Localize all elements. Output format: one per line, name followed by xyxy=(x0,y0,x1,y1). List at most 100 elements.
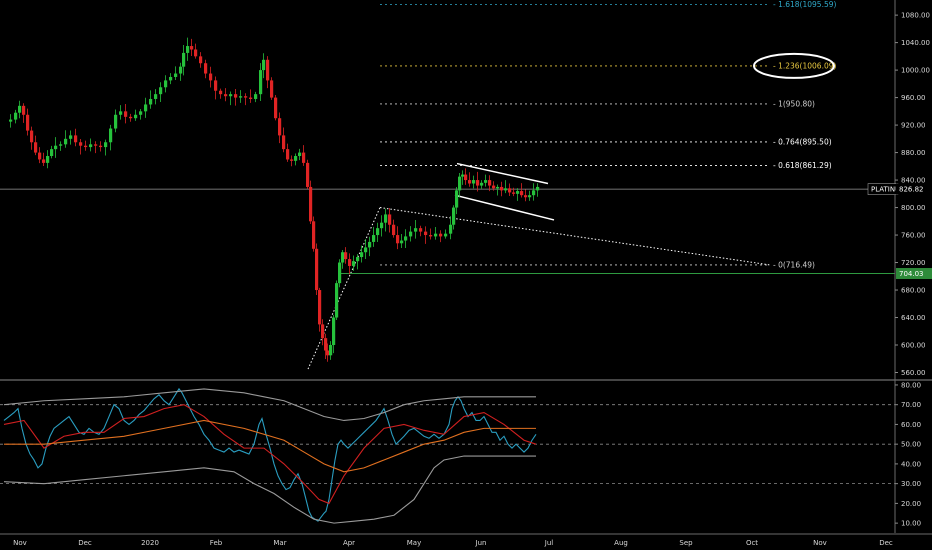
time-axis: Nov Dec 2020 Feb Mar Apr May Jun Jul Aug Sep Oct Nov… xyxy=(13,539,893,547)
price-tick-label: 680.00 xyxy=(901,287,926,295)
candle-body xyxy=(282,135,286,150)
fib-anchor-line xyxy=(307,207,381,370)
candle-body xyxy=(472,180,476,184)
candle-body xyxy=(536,186,540,191)
candle-body xyxy=(512,192,516,194)
candle-body xyxy=(114,114,118,129)
candle-body xyxy=(59,144,63,146)
candle-body xyxy=(464,174,468,181)
candle-body xyxy=(290,159,294,161)
fib-label: - 1.236(1006.09) xyxy=(773,61,837,70)
price-tick-label: 1000.00 xyxy=(901,67,930,75)
osc-tick-label: 30.00 xyxy=(901,480,921,488)
osc-series-line xyxy=(3,404,537,505)
symbol-tag-text: PLATINUM xyxy=(871,186,906,194)
candle-body xyxy=(209,73,213,81)
price-axis: 560.00 600.00 640.00 680.00 720.00 760.00 800.… xyxy=(867,0,932,533)
price-tick-label: 560.00 xyxy=(901,369,926,377)
time-label: Aug xyxy=(614,539,628,547)
candle-body xyxy=(286,149,290,160)
candle-body xyxy=(318,290,322,325)
candle-body xyxy=(298,152,302,157)
candle-body xyxy=(344,252,348,260)
price-tick-label: 880.00 xyxy=(901,149,926,157)
price-tick-label: 720.00 xyxy=(901,259,926,267)
candle-body xyxy=(461,174,465,177)
candle-body xyxy=(429,235,433,237)
candle-body xyxy=(194,49,198,57)
price-tick-label: 600.00 xyxy=(901,342,926,350)
candle-body xyxy=(348,259,352,266)
candle-body xyxy=(79,142,83,146)
candle-body xyxy=(149,98,153,105)
candle-body xyxy=(199,56,203,64)
grid xyxy=(0,379,932,535)
candle-body xyxy=(532,190,536,196)
candle-body xyxy=(364,247,368,253)
candle-body xyxy=(480,182,484,186)
candle-body xyxy=(42,159,46,163)
osc-tick-label: 70.00 xyxy=(901,401,921,409)
time-label: Mar xyxy=(273,539,286,547)
candle-body xyxy=(439,233,443,237)
candle-body xyxy=(239,96,243,98)
candle-body xyxy=(434,233,438,237)
candle-body xyxy=(488,180,492,186)
candle-body xyxy=(356,257,360,262)
candle-body xyxy=(274,97,278,119)
candle-body xyxy=(134,114,138,119)
candle-body xyxy=(249,97,253,99)
candle-body xyxy=(69,135,73,139)
time-label: May xyxy=(407,539,421,547)
candle-body xyxy=(341,252,345,263)
highlight-ellipse xyxy=(753,52,835,79)
channel-upper xyxy=(456,162,549,185)
candle-body xyxy=(335,283,339,318)
price-tick-label: 920.00 xyxy=(901,122,926,130)
candle-body xyxy=(64,138,68,145)
candle-body xyxy=(492,185,496,189)
candle-body xyxy=(384,214,388,223)
candle-body xyxy=(266,59,270,81)
candle-body xyxy=(352,261,356,266)
candle-body xyxy=(312,221,316,249)
candle-body xyxy=(224,94,228,97)
candle-body xyxy=(119,111,123,115)
candle-body xyxy=(22,105,26,115)
candle-body xyxy=(455,190,459,208)
candle-body xyxy=(360,252,364,258)
candle-body xyxy=(484,180,488,183)
candle-body xyxy=(104,142,108,148)
candle-body xyxy=(190,46,194,50)
candle-body xyxy=(74,135,78,143)
price-tick-label: 1040.00 xyxy=(901,39,930,47)
support-tag-box xyxy=(896,268,932,280)
candle-body xyxy=(419,228,423,232)
candle-body xyxy=(392,224,396,236)
candle-body xyxy=(129,116,133,119)
candle-body xyxy=(259,70,263,95)
candle-body xyxy=(204,63,208,74)
candle-body xyxy=(254,94,258,99)
candle-body xyxy=(294,156,298,161)
candle-body xyxy=(262,59,266,71)
osc-tick-label: 10.00 xyxy=(901,520,921,528)
candle-body xyxy=(174,73,178,77)
candle-body xyxy=(169,76,173,81)
candle-body xyxy=(380,222,384,229)
time-label: Feb xyxy=(210,539,223,547)
price-tick-label: 960.00 xyxy=(901,94,926,102)
candle-body xyxy=(154,94,158,99)
time-label: 2020 xyxy=(141,539,159,547)
osc-tick-label: 20.00 xyxy=(901,500,921,508)
channel-lower xyxy=(454,194,555,221)
time-label: Jun xyxy=(475,539,487,547)
osc-series-line xyxy=(3,387,537,522)
price-tick-label: 760.00 xyxy=(901,232,926,240)
candle-body xyxy=(338,262,342,284)
fib-label: - 1.618(1095.59) xyxy=(773,0,837,9)
fib-label: - 0(716.49) xyxy=(773,260,815,269)
candle-body xyxy=(144,104,148,112)
price-tick-label: 840.00 xyxy=(901,177,926,185)
candle-body xyxy=(409,231,413,237)
